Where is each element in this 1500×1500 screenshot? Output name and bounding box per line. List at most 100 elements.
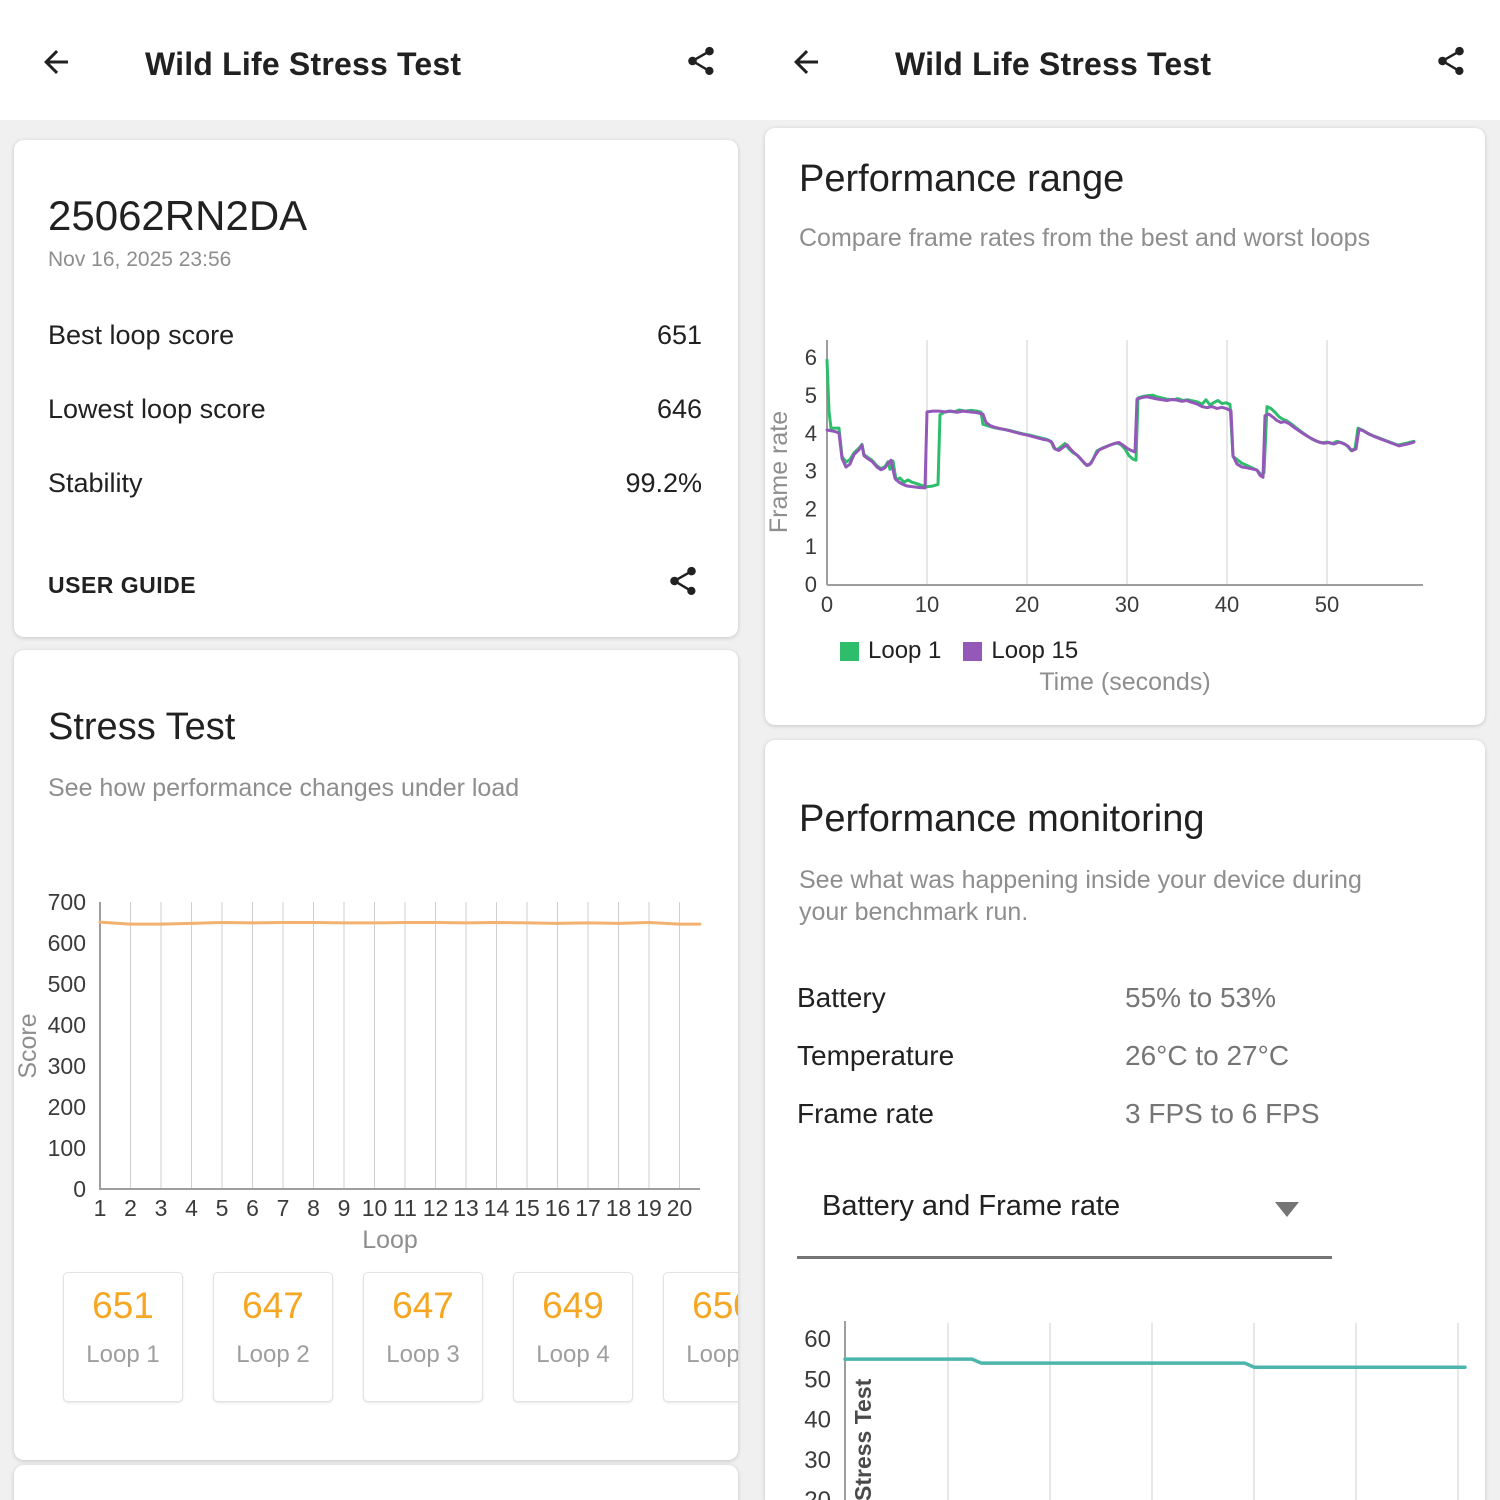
best-loop-score-row: Best loop score 651 bbox=[14, 320, 738, 351]
svg-text:30: 30 bbox=[1115, 592, 1139, 617]
chevron-down-icon bbox=[1275, 1202, 1299, 1217]
svg-text:0: 0 bbox=[821, 592, 833, 617]
svg-text:1: 1 bbox=[805, 534, 817, 559]
svg-text:Loop: Loop bbox=[362, 1226, 418, 1254]
frame-rate-row: Frame rate 3 FPS to 6 FPS bbox=[765, 1098, 1485, 1130]
loop-chip: 647 Loop 3 bbox=[363, 1272, 483, 1402]
svg-text:6: 6 bbox=[805, 345, 817, 370]
loop-chip: 647 Loop 2 bbox=[213, 1272, 333, 1402]
svg-text:20: 20 bbox=[1015, 592, 1039, 617]
loop-chip: 650 Loop 5 bbox=[663, 1272, 738, 1402]
lowest-loop-score-row: Lowest loop score 646 bbox=[14, 394, 738, 425]
performance-monitoring-title: Performance monitoring bbox=[799, 798, 1205, 840]
svg-text:11: 11 bbox=[393, 1195, 417, 1221]
loop-chip: 649 Loop 4 bbox=[513, 1272, 633, 1402]
back-arrow-icon[interactable] bbox=[788, 44, 824, 80]
svg-text:3: 3 bbox=[805, 459, 817, 484]
loop-chip-score: 649 bbox=[542, 1285, 604, 1326]
svg-text:1: 1 bbox=[94, 1195, 107, 1221]
svg-text:7: 7 bbox=[277, 1195, 290, 1221]
svg-text:5: 5 bbox=[805, 383, 817, 408]
svg-text:17: 17 bbox=[575, 1195, 601, 1221]
time-axis-label: Time (seconds) bbox=[1039, 668, 1211, 696]
chart-legend: Loop 1 Loop 15 bbox=[840, 637, 1078, 665]
loop-chip-label: Loop 3 bbox=[386, 1341, 460, 1368]
loop-chip-score: 651 bbox=[92, 1285, 154, 1326]
best-loop-score-value: 651 bbox=[656, 320, 702, 350]
stability-row: Stability 99.2% bbox=[14, 468, 738, 499]
svg-text:6: 6 bbox=[246, 1195, 259, 1221]
battery-value: 55% to 53% bbox=[1125, 982, 1276, 1013]
svg-text:10: 10 bbox=[915, 592, 939, 617]
lowest-loop-score-label: Lowest loop score bbox=[48, 394, 266, 424]
svg-text:9: 9 bbox=[338, 1195, 351, 1221]
left-screen: Wild Life Stress Test 25062RN2DA Nov 16,… bbox=[0, 0, 750, 1500]
svg-text:30: 30 bbox=[804, 1447, 831, 1474]
svg-text:50: 50 bbox=[1315, 592, 1339, 617]
loop-chip-label: Loop 5 bbox=[686, 1341, 738, 1368]
performance-range-subtitle: Compare frame rates from the best and wo… bbox=[799, 224, 1371, 252]
svg-text:8: 8 bbox=[307, 1195, 320, 1221]
lowest-loop-score-value: 646 bbox=[656, 394, 702, 424]
svg-text:15: 15 bbox=[514, 1195, 540, 1221]
svg-text:0: 0 bbox=[805, 572, 817, 597]
svg-text:19: 19 bbox=[636, 1195, 662, 1221]
performance-range-title: Performance range bbox=[799, 158, 1125, 200]
loop-chip-score: 647 bbox=[242, 1285, 304, 1326]
battery-label: Battery bbox=[797, 982, 886, 1013]
loop-chip-label: Loop 1 bbox=[86, 1341, 160, 1368]
svg-text:60: 60 bbox=[804, 1326, 831, 1353]
svg-text:500: 500 bbox=[48, 971, 86, 997]
back-arrow-icon[interactable] bbox=[38, 44, 74, 80]
svg-text:2: 2 bbox=[124, 1195, 137, 1221]
right-appbar: Wild Life Stress Test bbox=[750, 0, 1500, 120]
temperature-value: 26°C to 27°C bbox=[1125, 1040, 1290, 1071]
share-icon[interactable] bbox=[684, 44, 718, 78]
performance-range-card: Performance range Compare frame rates fr… bbox=[765, 128, 1485, 725]
svg-text:4: 4 bbox=[185, 1195, 198, 1221]
svg-text:200: 200 bbox=[48, 1094, 86, 1120]
loop-chip-label: Loop 2 bbox=[236, 1341, 310, 1368]
svg-text:50: 50 bbox=[804, 1366, 831, 1393]
metric-select-value: Battery and Frame rate bbox=[822, 1190, 1121, 1222]
monitoring-subtitle-line2: your benchmark run. bbox=[799, 898, 1029, 926]
svg-text:4: 4 bbox=[805, 421, 817, 446]
result-date: Nov 16, 2025 23:56 bbox=[48, 248, 232, 271]
loop1-legend-swatch bbox=[840, 641, 859, 661]
share-result-icon[interactable] bbox=[666, 564, 700, 598]
stability-value: 99.2% bbox=[625, 468, 702, 498]
frame-rate-label: Frame rate bbox=[797, 1098, 934, 1129]
user-guide-button[interactable]: USER GUIDE bbox=[48, 572, 197, 598]
svg-text:700: 700 bbox=[48, 889, 86, 915]
page-title: Wild Life Stress Test bbox=[895, 46, 1212, 82]
stability-label: Stability bbox=[48, 468, 143, 498]
svg-text:100: 100 bbox=[48, 1135, 86, 1161]
svg-text:5: 5 bbox=[216, 1195, 229, 1221]
svg-text:20: 20 bbox=[804, 1487, 831, 1500]
right-screen: Wild Life Stress Test Performance range … bbox=[750, 0, 1500, 1500]
svg-text:20: 20 bbox=[667, 1195, 693, 1221]
stress-test-subtitle: See how performance changes under load bbox=[48, 774, 520, 802]
frame-rate-value: 3 FPS to 6 FPS bbox=[1125, 1098, 1320, 1129]
loop-chip-score: 650 bbox=[692, 1285, 738, 1326]
svg-text:0: 0 bbox=[73, 1176, 86, 1202]
share-icon[interactable] bbox=[1434, 44, 1468, 78]
battery-row: Battery 55% to 53% bbox=[765, 982, 1485, 1014]
svg-text:300: 300 bbox=[48, 1053, 86, 1079]
battery-frame-rate-chart: 60 50 40 30 20 Stress Test bbox=[804, 1321, 1467, 1500]
loop15-legend-label: Loop 15 bbox=[991, 637, 1079, 664]
loop-chip-label: Loop 4 bbox=[536, 1341, 610, 1368]
left-appbar: Wild Life Stress Test bbox=[0, 0, 750, 120]
loop1-legend-label: Loop 1 bbox=[868, 637, 942, 664]
svg-text:13: 13 bbox=[453, 1195, 479, 1221]
result-summary-card: 25062RN2DA Nov 16, 2025 23:56 Best loop … bbox=[14, 140, 738, 637]
svg-text:40: 40 bbox=[1215, 592, 1239, 617]
performance-monitoring-card: Performance monitoring See what was happ… bbox=[765, 740, 1485, 1500]
frame-rate-chart: 0 1 2 3 4 5 6 0 10 20 30 40 50 Frame rate bbox=[765, 340, 1423, 617]
device-name: 25062RN2DA bbox=[48, 192, 308, 239]
stress-test-card: Stress Test See how performance changes … bbox=[14, 650, 738, 1460]
loop-score-chips: 651 Loop 1 647 Loop 2 647 Loop 3 649 Loo… bbox=[14, 1272, 738, 1412]
temperature-label: Temperature bbox=[797, 1040, 955, 1071]
svg-text:Frame rate: Frame rate bbox=[765, 411, 793, 533]
